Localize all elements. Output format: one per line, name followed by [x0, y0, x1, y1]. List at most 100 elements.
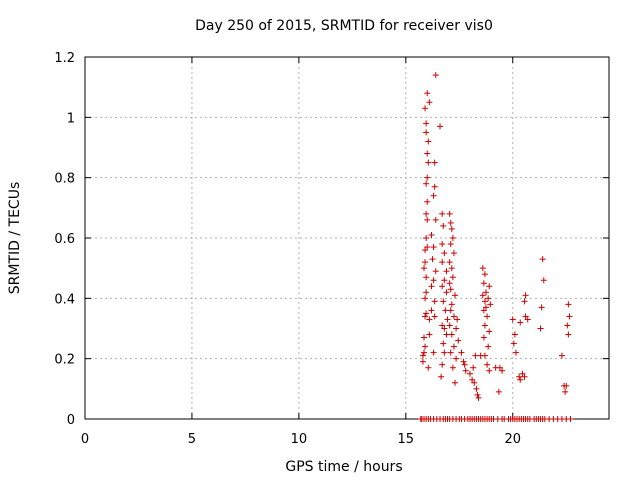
data-point [431, 298, 438, 305]
data-point [420, 334, 427, 341]
data-point [483, 304, 490, 311]
data-point [441, 250, 448, 257]
data-point [430, 192, 437, 199]
data-point [423, 289, 430, 296]
data-point [479, 292, 486, 299]
data-point [440, 222, 447, 229]
data-point [565, 301, 572, 308]
data-point [460, 358, 467, 365]
data-point [480, 334, 487, 341]
data-point [430, 349, 437, 356]
data-point [424, 198, 431, 205]
data-point [519, 370, 526, 377]
data-point [428, 307, 435, 314]
data-point [422, 313, 429, 320]
data-point [448, 225, 455, 232]
data-point [424, 150, 431, 157]
data-point [441, 349, 448, 356]
data-point [437, 123, 444, 130]
data-point [450, 343, 457, 350]
y-tick-label: 1.2 [54, 51, 75, 66]
data-point [430, 277, 437, 284]
data-point [522, 313, 529, 320]
data-point [423, 274, 430, 281]
data-point [446, 210, 453, 217]
data-point [429, 256, 436, 263]
data-point [496, 364, 503, 371]
x-tick-label: 0 [81, 432, 89, 447]
data-point [454, 316, 461, 323]
data-point [423, 120, 430, 127]
data-point [446, 280, 453, 287]
data-point [510, 340, 517, 347]
data-point [425, 364, 432, 371]
data-point [446, 259, 453, 266]
data-point [432, 216, 439, 223]
data-point [562, 388, 569, 395]
data-point [475, 394, 482, 401]
data-point [480, 280, 487, 287]
data-point [462, 367, 469, 374]
data-point [511, 331, 518, 338]
data-point [441, 277, 448, 284]
data-point [424, 244, 431, 251]
data-point [499, 367, 506, 374]
data-point [455, 337, 462, 344]
data-point [439, 241, 446, 248]
data-point [440, 340, 447, 347]
y-tick-label: 0.6 [54, 232, 75, 247]
data-point [483, 289, 490, 296]
data-point [470, 364, 477, 371]
y-tick-label: 0.8 [54, 172, 75, 187]
data-point [471, 379, 478, 386]
data-point [516, 373, 523, 380]
data-point [522, 292, 529, 299]
data-point [538, 304, 545, 311]
data-points [417, 72, 574, 422]
data-point [449, 274, 456, 281]
x-tick-label: 10 [291, 432, 308, 447]
data-point [472, 352, 479, 359]
data-point [439, 259, 446, 266]
data-point [452, 292, 459, 299]
data-point [453, 325, 460, 332]
data-point [424, 174, 431, 181]
data-point [565, 331, 572, 338]
data-point [422, 343, 429, 350]
data-point [419, 352, 426, 359]
data-point [517, 319, 524, 326]
data-point [453, 355, 460, 362]
x-tick-label: 20 [504, 432, 521, 447]
data-point [442, 307, 449, 314]
data-point [430, 244, 437, 251]
data-point [438, 373, 445, 380]
data-point [473, 385, 480, 392]
data-point [447, 307, 454, 314]
data-point [564, 322, 571, 329]
data-point [449, 235, 456, 241]
data-point [448, 265, 455, 272]
data-point [426, 316, 433, 323]
data-point [487, 301, 494, 308]
data-point [423, 235, 430, 241]
data-point [441, 325, 448, 332]
data-point [447, 349, 454, 356]
data-point [567, 416, 574, 422]
data-point [509, 316, 516, 323]
data-point [450, 313, 457, 320]
data-point [420, 349, 427, 356]
data-point [521, 298, 528, 305]
data-point [423, 210, 430, 217]
data-point [431, 313, 438, 320]
data-point [432, 268, 439, 275]
data-point [495, 388, 502, 395]
data-point [563, 382, 570, 389]
data-point [419, 358, 426, 365]
data-point [426, 331, 433, 338]
data-point [439, 322, 446, 329]
data-point [428, 231, 435, 238]
data-point [461, 361, 468, 368]
y-tick-label: 0.4 [54, 292, 75, 307]
data-point [431, 159, 438, 166]
